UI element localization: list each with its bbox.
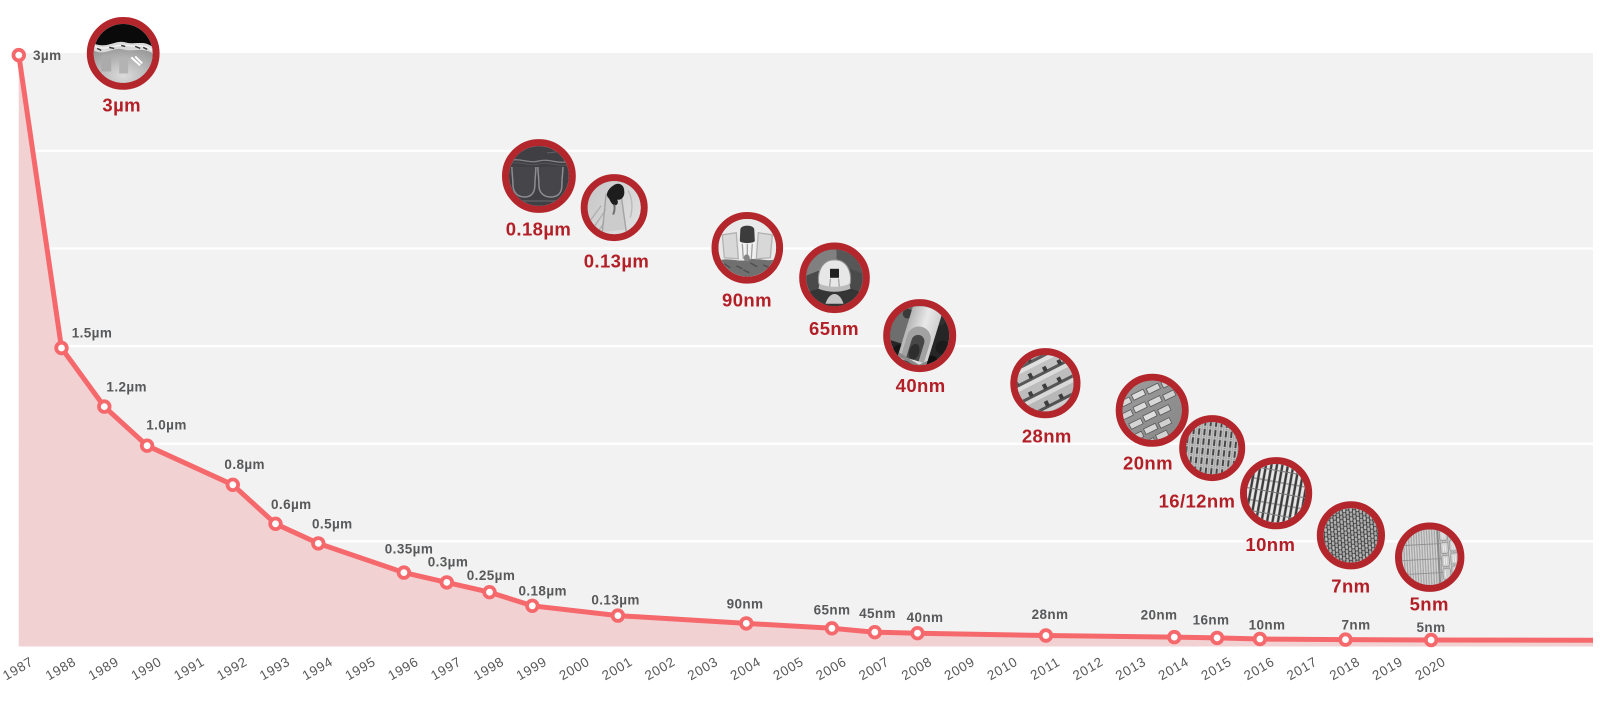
svg-text:16nm: 16nm: [1193, 613, 1230, 628]
svg-text:5nm: 5nm: [1410, 594, 1449, 615]
svg-text:1993: 1993: [257, 654, 293, 683]
svg-text:65nm: 65nm: [814, 603, 851, 618]
svg-text:2011: 2011: [1028, 654, 1063, 683]
svg-text:5nm: 5nm: [1417, 620, 1446, 635]
svg-text:1990: 1990: [128, 654, 164, 683]
svg-text:65nm: 65nm: [809, 318, 859, 339]
svg-text:2017: 2017: [1284, 654, 1320, 683]
svg-text:0.13µm: 0.13µm: [591, 593, 639, 608]
svg-text:20nm: 20nm: [1141, 608, 1178, 623]
svg-text:2015: 2015: [1198, 654, 1234, 683]
svg-text:40nm: 40nm: [907, 610, 944, 625]
svg-text:2013: 2013: [1113, 654, 1149, 683]
svg-text:3µm: 3µm: [102, 95, 141, 116]
svg-text:1.0µm: 1.0µm: [146, 418, 187, 433]
svg-text:1988: 1988: [43, 654, 79, 683]
svg-text:40nm: 40nm: [896, 375, 946, 396]
svg-text:7nm: 7nm: [1342, 618, 1371, 633]
svg-text:1987: 1987: [0, 654, 36, 683]
svg-text:0.5µm: 0.5µm: [312, 517, 353, 532]
svg-text:1989: 1989: [86, 654, 122, 683]
svg-text:3µm: 3µm: [33, 48, 62, 63]
svg-text:28nm: 28nm: [1022, 426, 1072, 447]
svg-text:2019: 2019: [1370, 654, 1406, 683]
svg-text:1.2µm: 1.2µm: [106, 380, 147, 395]
svg-text:2014: 2014: [1156, 654, 1192, 683]
svg-text:0.8µm: 0.8µm: [224, 457, 265, 472]
svg-text:16/12nm: 16/12nm: [1159, 491, 1236, 512]
svg-text:2000: 2000: [556, 654, 592, 683]
svg-text:1994: 1994: [300, 654, 336, 683]
svg-text:45nm: 45nm: [859, 606, 896, 621]
svg-text:0.6µm: 0.6µm: [271, 497, 312, 512]
svg-text:2018: 2018: [1327, 654, 1363, 683]
svg-text:0.13µm: 0.13µm: [584, 251, 650, 272]
svg-text:90nm: 90nm: [722, 290, 772, 311]
svg-text:1997: 1997: [428, 654, 464, 683]
svg-text:1999: 1999: [514, 654, 550, 683]
svg-text:7nm: 7nm: [1331, 575, 1370, 596]
svg-text:0.35µm: 0.35µm: [385, 542, 433, 557]
svg-text:10nm: 10nm: [1245, 534, 1295, 555]
svg-text:10nm: 10nm: [1249, 618, 1286, 633]
svg-text:1995: 1995: [342, 654, 378, 683]
svg-text:0.18µm: 0.18µm: [518, 584, 566, 599]
svg-text:2007: 2007: [856, 654, 892, 683]
svg-text:0.25µm: 0.25µm: [467, 568, 515, 583]
svg-text:2010: 2010: [984, 654, 1020, 683]
svg-text:2008: 2008: [899, 654, 935, 683]
svg-text:0.3µm: 0.3µm: [428, 555, 469, 570]
svg-text:2020: 2020: [1412, 654, 1448, 683]
svg-text:1991: 1991: [171, 654, 207, 683]
svg-text:2009: 2009: [942, 654, 978, 683]
svg-text:2004: 2004: [728, 654, 764, 683]
svg-text:90nm: 90nm: [727, 597, 764, 612]
svg-text:2001: 2001: [599, 654, 635, 683]
svg-text:2016: 2016: [1241, 654, 1277, 683]
svg-text:2006: 2006: [813, 654, 849, 683]
svg-text:2002: 2002: [642, 654, 678, 683]
svg-text:1996: 1996: [385, 654, 421, 683]
svg-text:1998: 1998: [471, 654, 507, 683]
svg-text:1992: 1992: [214, 654, 250, 683]
svg-text:2012: 2012: [1070, 654, 1106, 683]
svg-text:28nm: 28nm: [1032, 607, 1069, 622]
svg-text:20nm: 20nm: [1123, 453, 1173, 474]
svg-text:2003: 2003: [685, 654, 721, 683]
svg-text:2005: 2005: [770, 654, 806, 683]
svg-text:1.5µm: 1.5µm: [72, 326, 113, 341]
svg-text:0.18µm: 0.18µm: [506, 219, 572, 240]
